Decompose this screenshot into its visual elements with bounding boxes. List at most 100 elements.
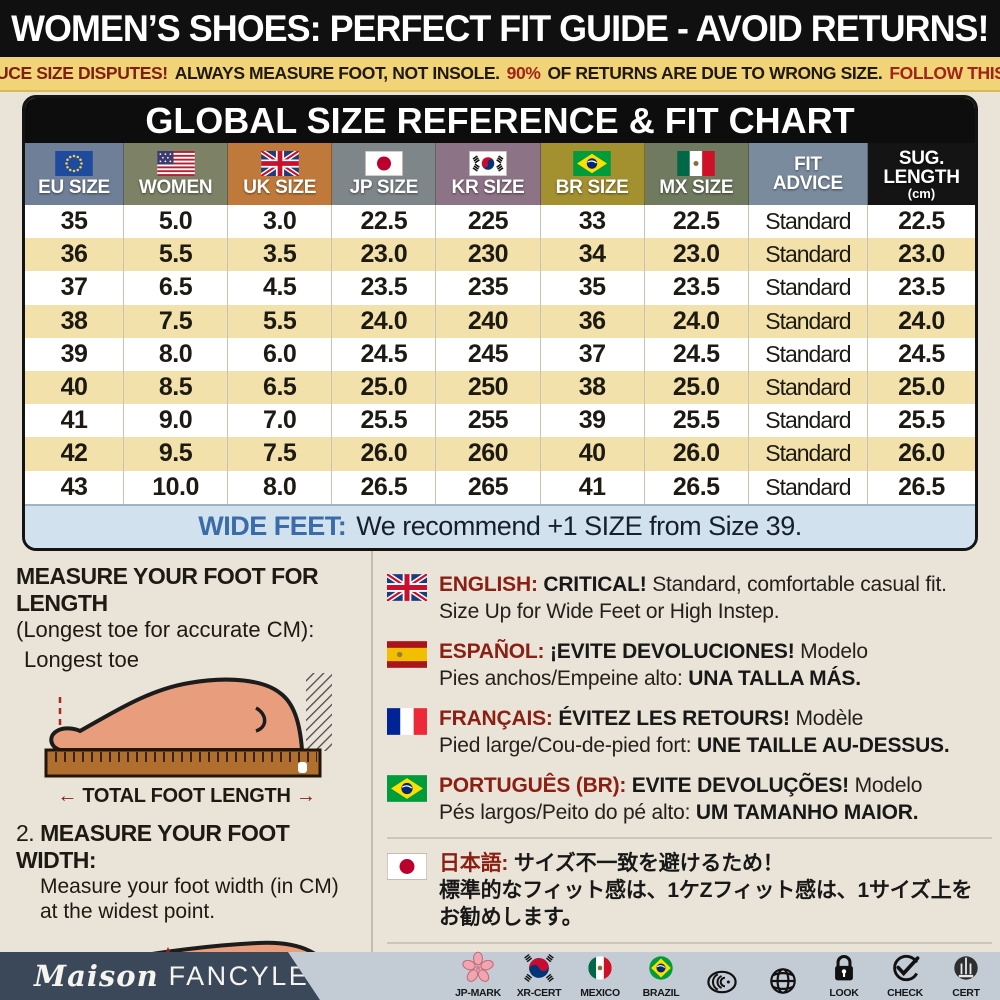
foot-side-shape	[49, 677, 305, 752]
table-cell: 265	[436, 470, 541, 504]
text-segment: ¡EVITE DEVOLUCIONES!	[549, 639, 801, 663]
table-cell: 26.5	[898, 472, 945, 501]
badge-check: CHECK	[879, 953, 931, 999]
text-segment: Modèle	[795, 706, 864, 730]
flag-br-icon	[387, 774, 427, 802]
table-cell: 8.0	[124, 337, 229, 371]
table-cell: 7.0	[228, 404, 333, 438]
text-segment: サイズ不一致を避けるため！	[513, 851, 784, 875]
badge-label: MEXICO	[580, 987, 620, 999]
table-cell: 24.0	[645, 304, 749, 338]
table-cell: 22.5	[645, 205, 749, 239]
table-cell: 37	[25, 271, 124, 305]
table-cell: 24.0	[332, 304, 437, 338]
brand-script-text: Maison	[34, 959, 159, 993]
table-cell: 36	[25, 238, 124, 272]
measure-length-subtitle: (Longest toe for accurate CM):	[16, 616, 315, 642]
text-segment: UNE TAILLE AU-DESSUS.	[697, 733, 950, 757]
text-segment: UNA TALLA MÁS.	[688, 666, 861, 690]
table-cell: 225	[436, 205, 541, 239]
table-cell: 24.5	[645, 337, 749, 371]
warning-text-segment: REDUCE SIZE DISPUTES!	[0, 63, 168, 83]
length-ruler	[44, 748, 322, 778]
language-advice-row: FRANÇAIS: ÉVITEZ LES RETOURS! Modèle Pied…	[387, 699, 992, 766]
table-cell: 22.5	[332, 205, 437, 239]
table-cell: Standard	[749, 271, 869, 305]
badge-arcs	[696, 953, 748, 999]
wide-feet-text: We recommend +1 SIZE from Size 39.	[356, 511, 802, 542]
table-cell: 34	[541, 238, 645, 272]
table-cell: 33	[541, 205, 645, 239]
badge-taegeuk: XR-CERT	[513, 953, 565, 999]
table-cell: 40	[25, 370, 124, 405]
badge-cert: CERT	[940, 953, 992, 999]
language-advice-text: PORTUGUÊS (BR): EVITE DEVOLUÇÕES! Modelo…	[439, 772, 922, 826]
column-header-label: WOMEN	[138, 177, 213, 198]
text-segment: FRANÇAIS:	[439, 706, 559, 730]
language-advice-list: ENGLISH: CRITICAL! Standard, comfortable…	[373, 551, 1000, 1000]
flag-kr-icon	[468, 150, 508, 177]
column-header-uk-size: UK SIZE	[228, 143, 333, 205]
table-cell: 24.0	[898, 306, 945, 335]
column-header-unit: (cm)	[907, 185, 936, 201]
flag-es-icon	[387, 640, 427, 668]
table-cell: Standard	[749, 370, 869, 405]
column-header-label: FIT ADVICE	[772, 154, 843, 194]
table-cell: 7.5	[124, 304, 229, 338]
table-cell: 245	[436, 337, 541, 371]
text-segment: Modelo	[854, 773, 923, 797]
table-cell: 3.5	[228, 238, 333, 272]
text-segment: 標準的なフィット感は、1ケZフィット感は、1サイズ上をお勧めします。	[439, 878, 973, 929]
table-cell: Standard	[749, 238, 869, 272]
flag-jp-icon	[386, 852, 428, 881]
table-cell: 5.5	[124, 238, 229, 272]
table-cell: 25.5	[332, 404, 437, 438]
table-row: 41 9.0 7.0 25.5 255 39 25.5 Standard 25.5	[25, 404, 975, 438]
column-header-br-size: BR SIZE	[540, 143, 645, 205]
warning-text-segment: ALWAYS MEASURE FOOT, NOT INSOLE.	[174, 63, 500, 83]
table-cell: 42	[25, 437, 124, 471]
column-header-kr-size: KR SIZE	[436, 143, 541, 205]
longest-toe-label: Longest toe	[24, 646, 139, 672]
column-header-row: EU SIZE WOMEN UK SIZE JP SIZE KR SIZE BR S…	[25, 143, 975, 205]
badge-label: CHECK	[887, 987, 923, 999]
table-cell: 3.0	[228, 205, 333, 239]
language-advice-row: 日本語: サイズ不一致を避けるため！ 標準的なフィット感は、1ケZフィット感は、1…	[386, 836, 992, 938]
table-row: 39 8.0 6.0 24.5 245 37 24.5 Standard 24.5	[25, 337, 975, 371]
table-row: 43 10.0 8.0 26.5 265 41 26.5 Standard 26.5	[25, 470, 975, 504]
measure-length-title: MEASURE YOUR FOOT FOR LENGTH	[16, 562, 319, 616]
warning-text: REDUCE SIZE DISPUTES! ALWAYS MEASURE FOOT…	[0, 63, 1000, 84]
column-header-label: EU SIZE	[38, 177, 110, 198]
foot-length-illustration	[44, 672, 332, 778]
table-cell: 5.0	[124, 205, 229, 239]
text-segment: UM TAMANHO MAIOR.	[695, 800, 919, 824]
page-title: WOMEN’S SHOES: PERFECT FIT GUIDE - AVOID…	[11, 7, 989, 49]
language-advice-row: PORTUGUÊS (BR): EVITE DEVOLUÇÕES! Modelo…	[387, 766, 992, 833]
badge-brazil: BRAZIL	[635, 953, 687, 999]
measure-width-title: 2. MEASURE YOUR FOOT WIDTH:	[16, 819, 290, 873]
language-advice-text: ENGLISH: CRITICAL! Standard, comfortable…	[439, 571, 947, 625]
table-cell: 230	[436, 238, 541, 272]
table-cell: 25.5	[898, 406, 945, 435]
table-cell: 37	[541, 337, 645, 371]
table-cell: 23.5	[332, 271, 437, 305]
column-header-label: MX SIZE	[659, 177, 734, 198]
column-header-label: BR SIZE	[555, 177, 629, 198]
column-header-eu-size: EU SIZE	[25, 143, 124, 205]
table-cell: 38	[541, 370, 645, 405]
text-segment: Modelo	[800, 639, 868, 663]
column-header-fit: FIT ADVICE	[748, 143, 869, 205]
table-cell: 6.5	[124, 271, 229, 305]
table-cell: 26.5	[332, 470, 437, 504]
brand-logo: Maison FANCYLEE	[0, 952, 320, 1000]
table-cell: 10.0	[124, 470, 229, 504]
cert-icon	[948, 950, 984, 986]
table-cell: 8.0	[228, 470, 333, 504]
flag-fr-icon	[387, 707, 427, 735]
table-cell: 41	[25, 404, 124, 438]
sakura-icon	[460, 950, 496, 986]
check-icon	[887, 950, 923, 986]
language-advice-row: ESPAÑOL: ¡EVITE DEVOLUCIONES! Modelo Pies…	[387, 632, 992, 699]
text-segment: ESPAÑOL:	[439, 639, 550, 663]
